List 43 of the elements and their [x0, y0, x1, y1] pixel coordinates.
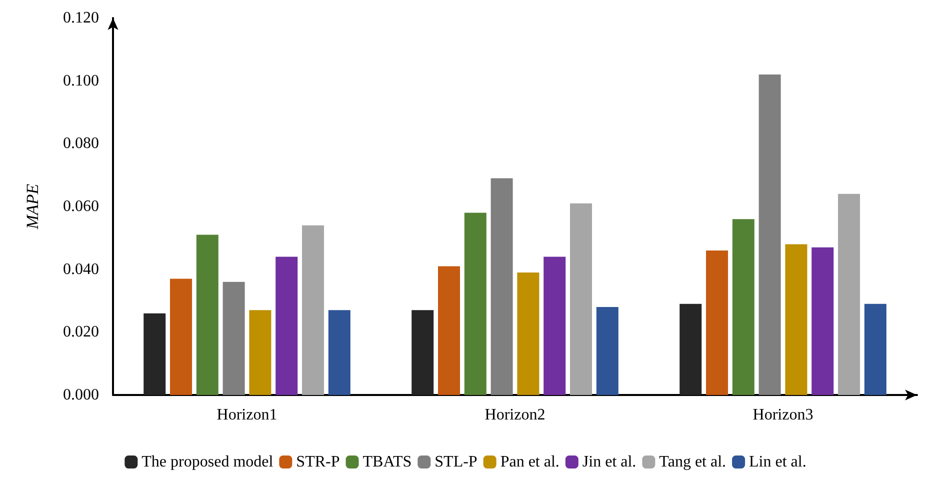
- legend-label: STL-P: [434, 454, 478, 470]
- bar: [464, 212, 486, 395]
- bar: [144, 313, 166, 395]
- bar: [812, 247, 834, 395]
- bar: [196, 234, 218, 395]
- y-tick-label: 0.040: [63, 260, 99, 278]
- bar: [732, 219, 754, 395]
- y-tick-label: 0.100: [63, 72, 99, 90]
- bar: [222, 282, 245, 395]
- bar: [570, 203, 592, 395]
- y-tick-label: 0.080: [63, 135, 99, 152]
- bar: [276, 256, 298, 395]
- bar: [864, 304, 886, 395]
- bar: [785, 244, 808, 395]
- bar: [838, 194, 860, 395]
- bar: [517, 272, 540, 395]
- legend-label: Pan et al.: [500, 454, 560, 470]
- bar: [328, 310, 350, 395]
- bar: [438, 266, 460, 395]
- legend-label: Lin et al.: [749, 454, 806, 470]
- y-tick-label: 0.060: [63, 198, 99, 215]
- bar: [758, 74, 781, 395]
- bar: [249, 310, 272, 395]
- bar: [544, 256, 566, 395]
- bar: [170, 278, 192, 395]
- legend-label: Jin et al.: [582, 454, 636, 470]
- bar: [302, 225, 324, 395]
- bar: [412, 310, 434, 395]
- bar: [706, 250, 728, 395]
- y-axis-title: MAPE: [23, 183, 42, 230]
- bar: [596, 307, 618, 395]
- y-tick-label: 0.000: [63, 386, 99, 404]
- x-tick-label: Horizon2: [484, 406, 546, 424]
- legend-label: The proposed model: [142, 454, 274, 470]
- y-tick-label: 0.020: [63, 324, 99, 341]
- x-tick-label: Horizon1: [216, 406, 278, 424]
- legend-label: STR-P: [296, 454, 340, 470]
- x-tick-label: Horizon3: [752, 406, 814, 424]
- legend-label: TBATS: [362, 454, 412, 470]
- bar: [490, 178, 513, 395]
- legend-label: Tang et al.: [659, 454, 726, 470]
- y-tick-label: 0.120: [63, 10, 99, 26]
- bar: [680, 304, 702, 395]
